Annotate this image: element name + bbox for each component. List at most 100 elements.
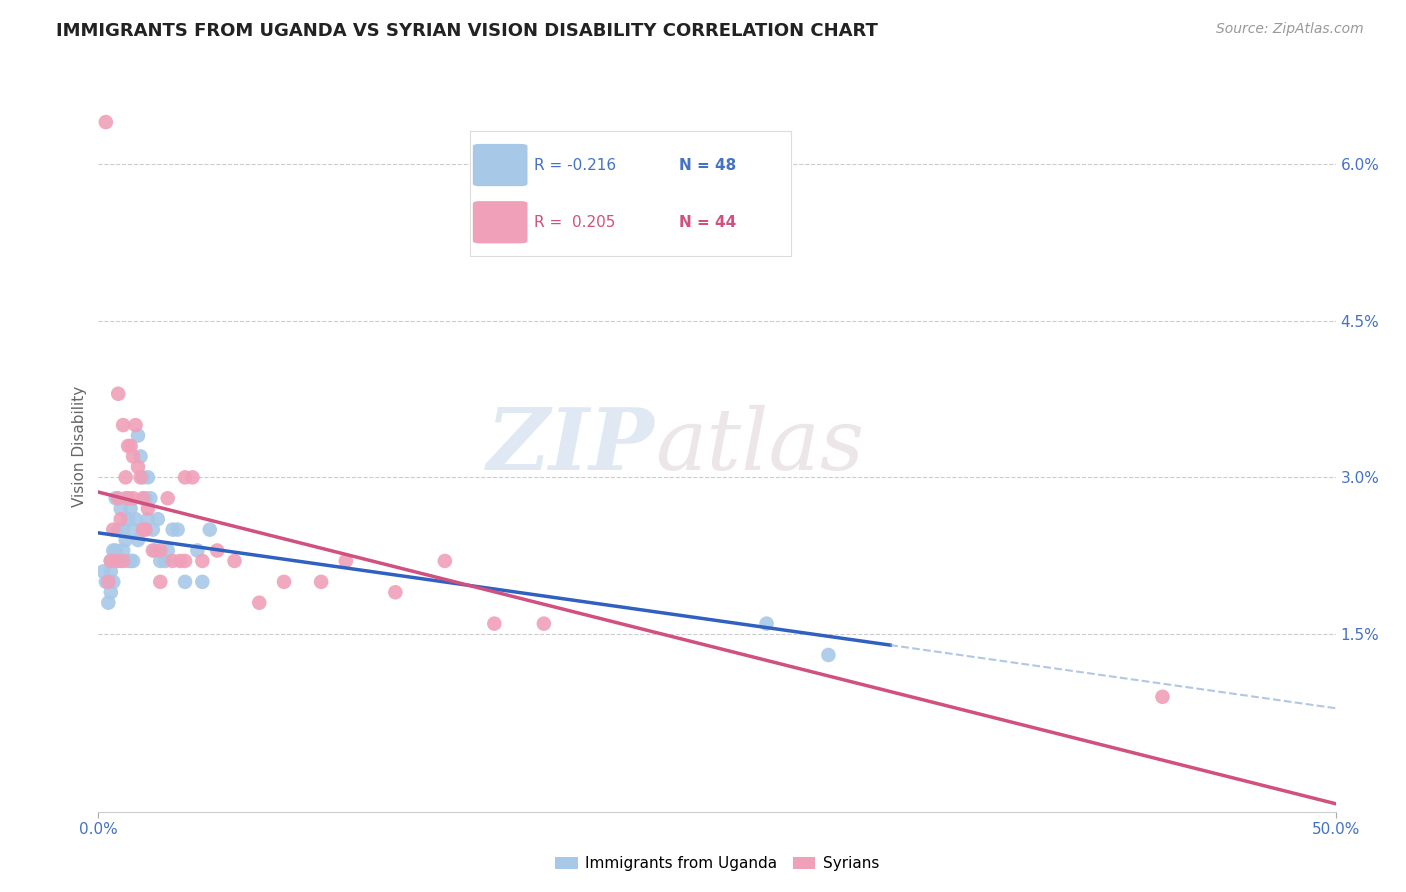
Point [142,543,165,558]
Point [149,554,172,568]
Point [103,523,125,537]
Point [104,491,127,506]
Point [107,491,129,506]
Point [169,554,191,568]
Point [100,554,122,568]
Point [484,616,506,631]
Point [162,523,184,537]
Point [120,554,142,568]
Point [100,554,122,568]
Point [100,585,122,599]
Point [335,554,357,568]
Text: N = 44: N = 44 [679,215,735,230]
Point [104,543,127,558]
Point [174,574,197,589]
Point [533,616,555,631]
Point [162,554,184,568]
Point [247,596,270,610]
Point [132,491,155,506]
Point [97,574,120,589]
Y-axis label: Vision Disability: Vision Disability [72,385,87,507]
Point [122,523,145,537]
Point [107,554,129,568]
Point [174,554,197,568]
Point [97,574,120,589]
Point [127,459,149,474]
Point [122,554,145,568]
Point [112,543,135,558]
Point [129,450,152,464]
Point [120,439,142,453]
Point [114,491,136,506]
Text: IMMIGRANTS FROM UGANDA VS SYRIAN VISION DISABILITY CORRELATION CHART: IMMIGRANTS FROM UGANDA VS SYRIAN VISION … [56,22,879,40]
Point [755,616,778,631]
Point [127,428,149,442]
Point [136,512,159,526]
Point [155,554,177,568]
Point [103,543,125,558]
Point [174,470,197,484]
Point [142,523,165,537]
Point [136,501,159,516]
Text: R = -0.216: R = -0.216 [534,158,616,172]
Point [117,512,139,526]
Point [114,470,136,484]
Point [134,491,156,506]
Point [122,450,145,464]
Point [107,386,129,401]
Point [136,470,159,484]
Point [149,543,172,558]
Point [149,574,172,589]
Point [156,543,179,558]
Point [1152,690,1174,704]
Point [186,543,208,558]
Point [112,523,135,537]
Legend: Immigrants from Uganda, Syrians: Immigrants from Uganda, Syrians [548,850,886,877]
Point [120,501,142,516]
Point [110,512,132,526]
Point [129,470,152,484]
Point [117,554,139,568]
Point [114,533,136,547]
Point [93,565,115,579]
Point [117,439,139,453]
Point [117,491,139,506]
Point [205,543,228,558]
Text: ZIP: ZIP [488,404,655,488]
Point [112,554,135,568]
Point [309,574,332,589]
Point [110,554,132,568]
Point [127,533,149,547]
Point [112,418,135,433]
Point [198,523,221,537]
Point [191,554,214,568]
Point [181,470,204,484]
Point [94,574,117,589]
Point [166,523,188,537]
Point [132,523,155,537]
Text: atlas: atlas [655,405,865,487]
Point [273,574,295,589]
Point [134,523,156,537]
Point [156,491,179,506]
Point [384,585,406,599]
Point [124,512,146,526]
FancyBboxPatch shape [472,201,527,244]
Point [817,648,839,662]
Point [97,596,120,610]
Text: R =  0.205: R = 0.205 [534,215,616,230]
Text: N = 48: N = 48 [679,158,735,172]
FancyBboxPatch shape [472,144,527,186]
Point [146,512,169,526]
Point [191,574,214,589]
Point [139,491,162,506]
Point [100,565,122,579]
Point [224,554,246,568]
Point [103,574,125,589]
Text: Source: ZipAtlas.com: Source: ZipAtlas.com [1216,22,1364,37]
Point [107,523,129,537]
Point [110,501,132,516]
Point [124,418,146,433]
Point [132,470,155,484]
Point [122,491,145,506]
